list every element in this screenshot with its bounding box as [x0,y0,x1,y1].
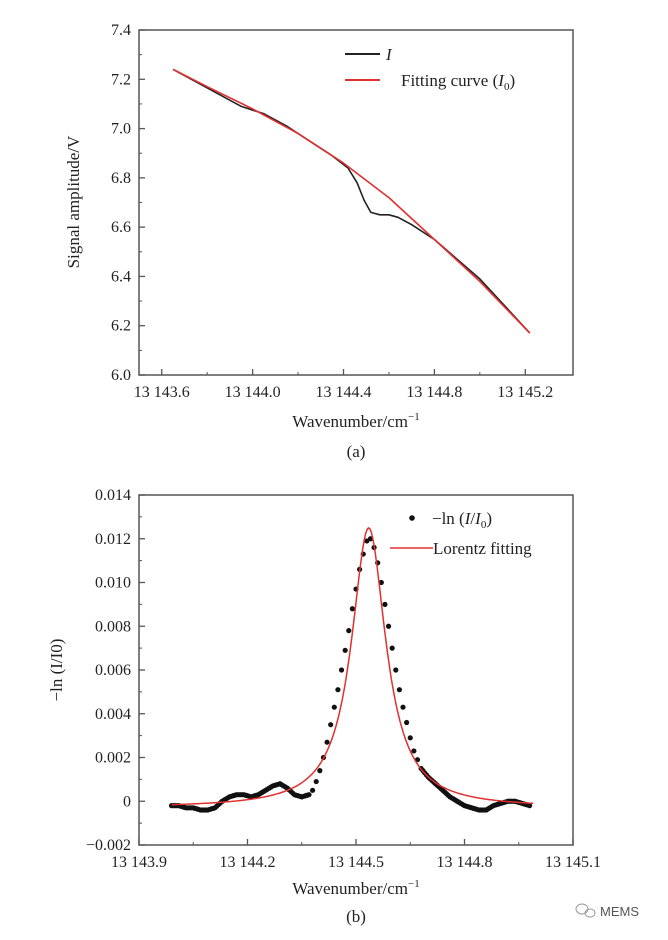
y-tick-label: 6.6 [111,219,131,236]
legend-label-i: I [385,45,393,64]
y-tick-label: 6.2 [111,318,131,335]
chart-b-data-point [331,704,337,710]
x-tick-label: 13 143.9 [111,854,167,871]
x-tick-label: 13 144.8 [406,384,462,401]
chart-b-data-point [367,536,374,542]
chart-b-data-point [411,748,417,754]
chart-b-data-point [324,739,330,745]
y-tick-label: −0.002 [86,837,131,854]
y-tick-label: 6.0 [111,367,131,384]
x-tick-label: 13 145.2 [497,384,553,401]
y-tick-label: 0.012 [95,531,131,548]
caption-a: (a) [347,442,366,461]
y-tick-label: 0.006 [95,662,131,679]
chart-b-data-point [335,687,341,693]
chart-a-series-measured [172,68,531,334]
x-axis-label-a: Wavenumber/cm−1 [292,411,419,431]
chart-b-series-lorentz-fit [171,526,534,806]
y-tick-label: 0.008 [95,618,131,635]
x-axis-label-b: Wavenumber/cm−1 [292,878,419,898]
chart-b-data-point [404,719,410,726]
x-tick-label: 13 144.0 [225,384,281,401]
chart-b-data-point [349,606,355,612]
legend-b: −ln (I/I0) Lorentz fitting [390,509,532,558]
chart-a-series-fit [172,68,531,334]
chart-b-data-point [396,687,402,693]
x-tick-label: 13 144.4 [316,384,372,401]
watermark: MEMS [575,903,639,919]
y-tick-label: 0.014 [95,487,131,504]
y-tick-label: 7.0 [111,121,131,138]
y-tick-label: 6.4 [111,268,131,285]
x-tick-label: 13 144.5 [328,854,384,871]
legend-swatch-data [409,515,415,521]
chart-b-data-point [317,768,323,774]
chart-b-data-point [313,778,319,785]
y-axis-label-b: −ln (I/I0) [47,639,66,702]
chart-b-data-point [346,628,352,634]
x-tick-label: 13 145.1 [545,854,601,871]
chart-a: 13 143.6 13 144.0 13 144.4 13 144.8 13 145.2… [64,22,574,461]
chart-b-data-point [389,645,395,651]
watermark-label: MEMS [600,904,639,919]
chart-b-data-point [400,704,406,710]
chart-b-data-point [385,623,392,629]
chart-b-data-point [527,803,533,809]
chart-b: 13 143.9 13 144.2 13 144.5 13 144.8 13 145.1… [47,487,601,926]
x-tick-label: 13 144.8 [437,854,493,871]
y-tick-label: 7.2 [111,71,131,88]
wechat-icon [575,903,596,918]
chart-b-data-point [310,787,316,793]
chart-b-data-point [393,667,399,673]
chart-b-data-point [328,722,334,728]
y-tick-label: 0 [123,793,131,810]
caption-b: (b) [346,907,366,926]
chart-b-data-point [382,601,388,607]
y-tick-label: 0.002 [95,750,131,767]
legend-label-fit: Fitting curve (I0) [401,71,515,93]
chart-b-data-point [342,647,348,653]
chart-b-data-point [407,735,413,741]
chart-b-data-point [378,579,384,586]
y-tick-label: 6.8 [111,170,131,187]
y-axis-label-a: Signal amplitude/V [64,135,83,268]
y-tick-label: 0.010 [95,575,131,592]
x-tick-label: 13 143.6 [134,384,190,401]
legend-label-data: −ln (I/I0) [432,509,492,531]
chart-b-data-point [306,792,312,798]
legend-label-lorentz: Lorentz fitting [433,539,532,558]
y-tick-label: 7.4 [111,22,131,39]
chart-b-data-point [338,667,345,673]
x-tick-label: 13 144.2 [220,854,276,871]
y-tick-label: 0.004 [95,706,131,723]
legend-a: I Fitting curve (I0) [345,45,515,93]
